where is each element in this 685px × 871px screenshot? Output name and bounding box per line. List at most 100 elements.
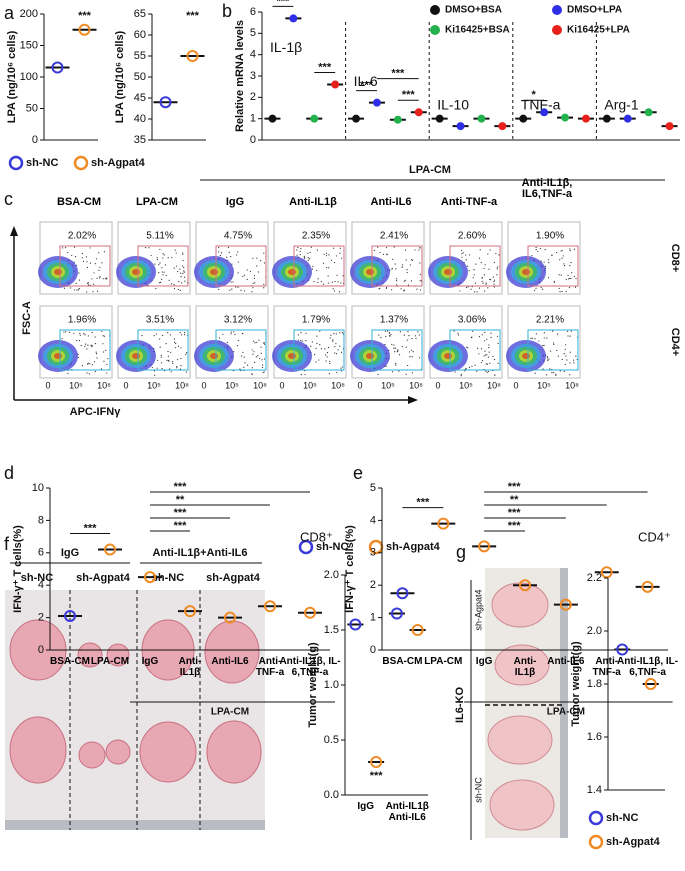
y-tick-label: 5 xyxy=(370,482,376,494)
event-dot xyxy=(322,262,325,264)
event-dot xyxy=(102,278,104,280)
event-dot xyxy=(179,368,182,370)
legend-swatch xyxy=(298,539,314,555)
event-dot xyxy=(158,264,160,266)
event-dot xyxy=(246,364,249,366)
event-dot xyxy=(81,252,83,255)
event-dot xyxy=(86,372,88,374)
gate-percent: 2.35% xyxy=(302,231,330,242)
event-dot xyxy=(159,338,161,340)
y-axis-label: Tumor weight(g) xyxy=(570,641,582,727)
event-dot xyxy=(484,340,486,342)
event-dot xyxy=(334,352,336,354)
event-dot xyxy=(318,359,320,361)
event-dot xyxy=(258,357,261,360)
arrowhead xyxy=(10,226,18,236)
significance: *** xyxy=(416,497,430,509)
event-dot xyxy=(551,254,553,256)
event-dot xyxy=(535,249,537,251)
event-dot xyxy=(311,341,313,343)
group-label: IL-1β xyxy=(270,39,302,55)
event-dot xyxy=(397,349,399,351)
gate xyxy=(293,245,345,287)
event-dot xyxy=(496,274,498,276)
event-dot xyxy=(417,331,419,333)
dot xyxy=(289,14,298,23)
event-dot xyxy=(251,349,253,351)
event-dot xyxy=(569,351,571,353)
y-tick-label: 0.5 xyxy=(324,734,339,746)
event-dot xyxy=(158,272,160,274)
flow-tick-label: 10⁸ xyxy=(97,380,111,390)
tumors xyxy=(487,582,555,831)
event-dot xyxy=(173,284,175,286)
event-dot xyxy=(569,248,571,250)
event-dot xyxy=(184,334,186,336)
event-dot xyxy=(79,334,81,336)
flow-tick-label: 10⁸ xyxy=(565,380,579,390)
event-dot xyxy=(88,373,90,375)
event-dot xyxy=(168,279,170,281)
contour xyxy=(366,353,374,359)
dot xyxy=(644,678,657,690)
event-dot xyxy=(253,340,255,342)
event-dot xyxy=(414,249,416,251)
event-dot xyxy=(98,277,101,279)
event-dot xyxy=(104,278,106,280)
event-dot xyxy=(559,291,561,293)
y-tick-label: 2.0 xyxy=(587,625,602,637)
event-dot xyxy=(382,253,385,255)
contour xyxy=(210,353,218,359)
event-dot xyxy=(569,362,571,364)
gate-percent: 1.90% xyxy=(536,231,564,242)
significance: *** xyxy=(391,68,405,80)
event-dot xyxy=(252,257,254,259)
row-label: CD4+ xyxy=(669,328,681,356)
x-tick-label: LPA-CM xyxy=(90,656,130,667)
event-dot xyxy=(496,268,498,270)
dot xyxy=(456,122,465,131)
event-dot xyxy=(396,284,398,286)
significance: *** xyxy=(174,507,188,519)
event-dot xyxy=(240,289,242,291)
event-dot xyxy=(387,330,389,332)
dot xyxy=(435,114,444,123)
event-dot xyxy=(78,339,81,342)
event-dot xyxy=(78,272,80,274)
event-dot xyxy=(317,281,319,284)
flow-tick-label: 0 xyxy=(513,380,518,390)
event-dot xyxy=(226,341,228,343)
event-dot xyxy=(254,282,256,284)
dot xyxy=(623,114,632,123)
flow-tick-label: 10⁸ xyxy=(253,380,267,390)
event-dot xyxy=(323,253,325,255)
dot xyxy=(644,108,653,117)
gate xyxy=(137,245,189,287)
event-dot xyxy=(485,370,487,372)
event-dot xyxy=(544,249,546,251)
event-dot xyxy=(263,358,265,360)
event-dot xyxy=(395,364,397,366)
event-dot xyxy=(182,252,184,254)
event-dot xyxy=(90,344,92,346)
event-dot xyxy=(557,355,559,357)
event-dot xyxy=(407,364,409,367)
event-dot xyxy=(144,247,147,249)
event-dot xyxy=(182,259,184,262)
event-dot xyxy=(170,351,172,353)
event-dot xyxy=(341,366,344,368)
event-dot xyxy=(300,373,302,376)
event-dot xyxy=(471,365,473,367)
event-dot xyxy=(485,354,487,356)
event-dot xyxy=(257,355,259,357)
event-dot xyxy=(329,360,331,363)
group-label: TNF-a xyxy=(521,97,561,113)
event-dot xyxy=(175,265,178,267)
event-dot xyxy=(459,290,461,292)
event-dot xyxy=(73,332,75,334)
event-dot xyxy=(561,358,563,361)
event-dot xyxy=(230,255,232,258)
event-dot xyxy=(487,287,489,289)
event-dot xyxy=(560,250,562,252)
event-dot xyxy=(330,334,332,336)
